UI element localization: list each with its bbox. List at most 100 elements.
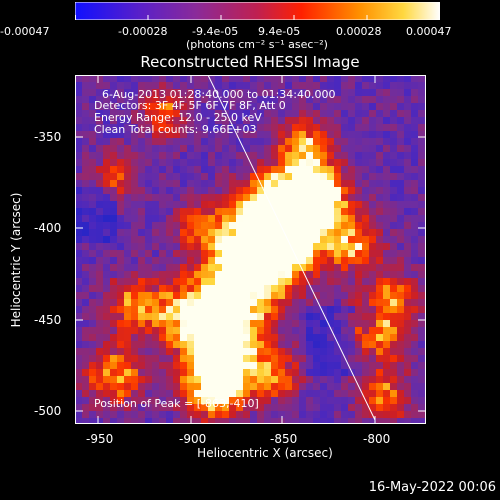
image-pixel [159,383,166,390]
image-pixel [124,215,131,222]
image-pixel [138,383,145,390]
image-pixel [264,229,271,236]
image-pixel [390,117,397,124]
image-pixel [271,369,278,376]
image-pixel [194,215,201,222]
image-pixel [75,278,82,285]
image-pixel [390,271,397,278]
image-pixel [418,383,425,390]
image-pixel [138,110,145,117]
image-pixel [418,145,425,152]
image-pixel [89,348,96,355]
image-pixel [201,404,208,411]
image-pixel [264,299,271,306]
image-pixel [96,299,103,306]
image-pixel [313,299,320,306]
image-pixel [215,138,222,145]
image-pixel [194,250,201,257]
image-pixel [166,187,173,194]
image-pixel [201,236,208,243]
image-pixel [390,418,397,424]
image-pixel [124,173,131,180]
image-pixel [96,222,103,229]
image-pixel [299,264,306,271]
image-pixel [369,250,376,257]
image-pixel [334,187,341,194]
image-pixel [152,411,159,418]
image-pixel [215,264,222,271]
image-pixel [243,376,250,383]
image-pixel [173,124,180,131]
image-pixel [117,257,124,264]
image-pixel [355,229,362,236]
image-pixel [229,299,236,306]
image-pixel [299,96,306,103]
image-pixel [208,299,215,306]
image-pixel [250,89,257,96]
image-pixel [103,355,110,362]
image-pixel [299,418,306,424]
image-pixel [292,96,299,103]
image-pixel [327,313,334,320]
image-pixel [229,110,236,117]
image-pixel [124,306,131,313]
image-pixel [250,404,257,411]
image-pixel [159,348,166,355]
image-pixel [397,103,404,110]
image-pixel [166,369,173,376]
image-pixel [222,264,229,271]
image-pixel [145,124,152,131]
image-pixel [313,250,320,257]
image-pixel [180,334,187,341]
image-pixel [299,397,306,404]
image-pixel [145,208,152,215]
image-pixel [299,117,306,124]
image-pixel [348,334,355,341]
image-pixel [124,159,131,166]
image-pixel [285,131,292,138]
image-pixel [369,229,376,236]
image-pixel [117,341,124,348]
image-pixel [215,362,222,369]
image-pixel [180,383,187,390]
image-pixel [152,110,159,117]
image-pixel [75,215,82,222]
image-pixel [285,229,292,236]
image-pixel [299,180,306,187]
image-pixel [411,103,418,110]
image-pixel [411,208,418,215]
image-pixel [187,103,194,110]
image-pixel [285,348,292,355]
image-pixel [341,313,348,320]
image-pixel [82,397,89,404]
image-pixel [96,173,103,180]
image-pixel [131,145,138,152]
image-pixel [110,117,117,124]
image-pixel [131,383,138,390]
image-pixel [166,215,173,222]
image-pixel [173,194,180,201]
image-pixel [117,383,124,390]
image-pixel [82,82,89,89]
image-pixel [229,264,236,271]
image-pixel [299,369,306,376]
image-pixel [257,194,264,201]
image-pixel [208,418,215,424]
image-pixel [327,264,334,271]
image-pixel [292,299,299,306]
image-pixel [327,320,334,327]
image-pixel [320,285,327,292]
image-pixel [348,285,355,292]
image-pixel [229,201,236,208]
image-pixel [89,278,96,285]
image-pixel [75,390,82,397]
image-pixel [418,180,425,187]
image-pixel [383,341,390,348]
image-pixel [320,271,327,278]
image-pixel [285,138,292,145]
image-pixel [194,306,201,313]
image-pixel [173,271,180,278]
image-pixel [362,327,369,334]
image-pixel [397,418,404,424]
y-tick-marks [75,136,426,412]
